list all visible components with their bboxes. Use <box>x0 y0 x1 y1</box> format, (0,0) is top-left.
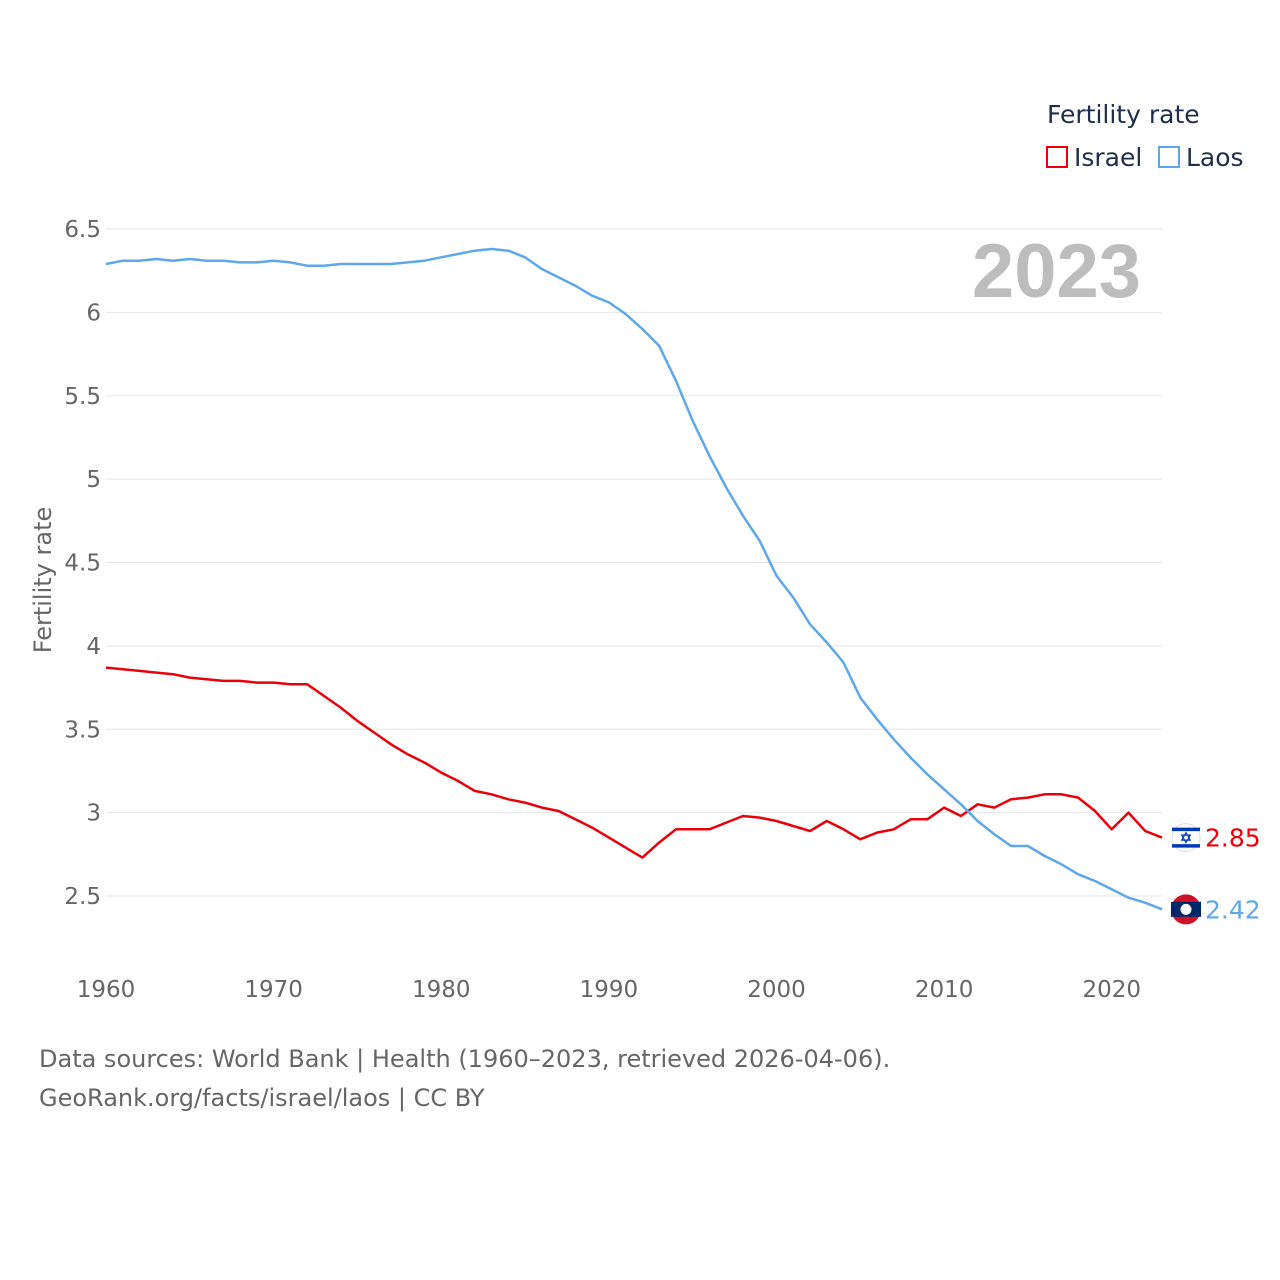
flag-icon-israel <box>1171 823 1201 853</box>
series-lines <box>105 247 1163 911</box>
y-tick-label: 4 <box>86 634 101 660</box>
gridlines <box>106 228 1162 897</box>
israel-flag-stripe-top <box>1172 827 1200 832</box>
legend-item-israel[interactable]: Israel <box>1046 142 1143 172</box>
legend-title: Fertility rate <box>1047 100 1200 129</box>
end-value-label-laos: 2.42 <box>1205 895 1261 924</box>
y-tick-label: 4.5 <box>64 551 101 577</box>
y-tick-label: 6.5 <box>64 217 101 243</box>
x-tick-label: 2020 <box>1082 977 1141 1003</box>
x-tick-label: 1970 <box>244 977 303 1003</box>
series-line-israel <box>105 666 1163 859</box>
legend-label-laos: Laos <box>1186 142 1244 172</box>
flag-icon-laos <box>1171 894 1201 925</box>
x-axis-ticks: 1960 1970 1980 1990 2000 2010 2020 <box>77 977 1141 1003</box>
laos-flag-disc <box>1180 903 1192 915</box>
x-tick-label: 1980 <box>412 977 471 1003</box>
star-triangle-up <box>1180 831 1192 841</box>
y-axis-ticks: 2.5 3 3.5 4 4.5 5 5.5 6 6.5 <box>64 217 101 910</box>
legend-swatch-israel <box>1046 146 1068 168</box>
x-tick-label: 1990 <box>580 977 639 1003</box>
x-tick-label: 1960 <box>77 977 136 1003</box>
series-end-markers: 2.85 2.42 <box>1171 823 1261 925</box>
x-tick-label: 2000 <box>747 977 806 1003</box>
star-triangle-down <box>1180 834 1192 844</box>
y-tick-label: 6 <box>86 300 101 326</box>
y-tick-label: 3 <box>86 801 101 827</box>
series-line-laos <box>105 247 1163 911</box>
legend-label-israel: Israel <box>1074 142 1143 172</box>
y-axis-label: Fertility rate <box>29 506 57 654</box>
end-value-label-israel: 2.85 <box>1205 824 1261 853</box>
footer-sources: Data sources: World Bank | Health (1960–… <box>39 1045 891 1073</box>
y-tick-label: 5.5 <box>64 384 101 410</box>
y-tick-label: 2.5 <box>64 884 101 910</box>
israel-flag-stripe-bottom <box>1172 844 1200 848</box>
legend-swatch-laos <box>1158 146 1180 168</box>
footer-attribution[interactable]: GeoRank.org/facts/israel/laos | CC BY <box>39 1084 485 1112</box>
legend-item-laos[interactable]: Laos <box>1158 142 1244 172</box>
y-tick-label: 3.5 <box>64 717 101 743</box>
x-tick-label: 2010 <box>915 977 974 1003</box>
y-tick-label: 5 <box>86 467 101 493</box>
year-label: 2023 <box>971 229 1141 314</box>
